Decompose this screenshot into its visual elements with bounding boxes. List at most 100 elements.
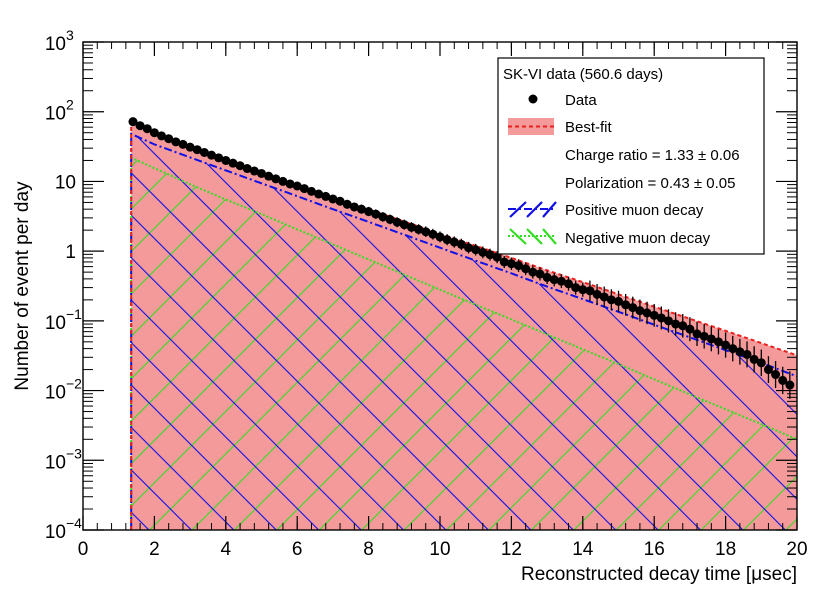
data-point bbox=[235, 161, 245, 171]
data-point bbox=[456, 239, 466, 249]
data-point bbox=[778, 375, 788, 385]
legend-entry-positive: Positive muon decay bbox=[565, 202, 704, 219]
data-point bbox=[763, 365, 773, 375]
data-point bbox=[663, 316, 673, 326]
data-point bbox=[771, 370, 781, 380]
plot-area bbox=[82, 41, 798, 531]
x-tick-label: 4 bbox=[221, 539, 232, 560]
x-axis: 0 2 4 6 8 10 12 14 16 18 20 Reconstructed decay ti… bbox=[78, 42, 808, 585]
y-tick-exponent: 2 bbox=[66, 97, 74, 113]
x-tick-label: 8 bbox=[363, 539, 374, 560]
data-point bbox=[742, 349, 752, 359]
x-tick-label: 0 bbox=[78, 539, 89, 560]
x-tick-label: 20 bbox=[786, 539, 807, 560]
data-point bbox=[257, 168, 266, 178]
data-point bbox=[556, 276, 566, 286]
legend-negative-swatch bbox=[508, 228, 557, 245]
data-point bbox=[564, 279, 574, 289]
x-tick-label: 12 bbox=[501, 539, 522, 560]
y-tick-exponent: −2 bbox=[66, 376, 82, 392]
data-point bbox=[414, 224, 424, 234]
data-point bbox=[299, 184, 309, 194]
legend-entry-negative: Negative muon decay bbox=[565, 230, 711, 247]
data-point bbox=[549, 275, 559, 285]
y-tick-exponent: −1 bbox=[66, 306, 82, 322]
x-tick-label: 18 bbox=[715, 539, 736, 560]
data-point bbox=[728, 344, 738, 354]
data-point bbox=[485, 250, 495, 260]
positive-muon-line bbox=[130, 132, 797, 530]
data-point bbox=[292, 181, 302, 191]
x-tick-label: 6 bbox=[292, 539, 303, 560]
data-point bbox=[471, 245, 481, 255]
data-point bbox=[157, 131, 167, 141]
data-point bbox=[585, 286, 595, 296]
data-point bbox=[399, 220, 409, 230]
data-point bbox=[578, 285, 588, 295]
data-point bbox=[499, 257, 509, 267]
data-point bbox=[449, 237, 459, 247]
legend-entry-polarization: Polarization = 0.43 ± 0.05 bbox=[565, 175, 735, 192]
data-point bbox=[506, 259, 516, 269]
data-point bbox=[385, 214, 395, 224]
x-tick-label: 14 bbox=[572, 539, 594, 560]
data-point bbox=[706, 334, 716, 344]
data-point bbox=[428, 229, 438, 239]
data-point bbox=[178, 139, 188, 149]
data-point bbox=[621, 300, 631, 310]
data-point bbox=[392, 217, 402, 227]
y-tick-label: 10 bbox=[45, 34, 66, 55]
data-point bbox=[713, 337, 723, 347]
data-point bbox=[785, 380, 795, 390]
data-point bbox=[571, 283, 581, 293]
data-point bbox=[756, 358, 766, 368]
data-point bbox=[364, 207, 374, 217]
data-point bbox=[649, 310, 659, 320]
data-point bbox=[535, 269, 545, 279]
y-axis-label: Number of event per day bbox=[12, 181, 33, 391]
data-point bbox=[164, 134, 174, 144]
data-point bbox=[406, 222, 416, 232]
data-point bbox=[321, 191, 331, 201]
data-point bbox=[721, 340, 731, 350]
data-point bbox=[699, 331, 709, 341]
legend-title: SK-VI data (560.6 days) bbox=[503, 66, 663, 83]
data-point bbox=[528, 267, 538, 277]
data-point bbox=[249, 166, 259, 176]
data-point bbox=[242, 164, 252, 174]
data-point bbox=[671, 319, 681, 329]
data-point bbox=[149, 128, 159, 138]
data-point bbox=[421, 227, 431, 237]
data-point bbox=[521, 264, 531, 274]
data-point bbox=[171, 137, 181, 147]
data-point bbox=[442, 235, 452, 245]
data-point bbox=[349, 202, 359, 212]
data-point bbox=[356, 204, 366, 214]
y-tick-label: 1 bbox=[65, 242, 76, 263]
data-point bbox=[735, 347, 745, 357]
x-axis-label: Reconstructed decay time [μsec] bbox=[521, 564, 797, 585]
data-point bbox=[371, 209, 381, 219]
data-point bbox=[264, 171, 274, 181]
y-tick-label: 10 bbox=[55, 172, 76, 193]
y-tick-exponent: −4 bbox=[66, 515, 82, 531]
positive-muon-hatch bbox=[131, 133, 797, 530]
data-point bbox=[642, 308, 652, 318]
y-tick-label: 10 bbox=[45, 104, 66, 125]
legend-entry-data: Data bbox=[565, 92, 597, 109]
legend-data-marker bbox=[528, 94, 538, 104]
x-tick-label: 10 bbox=[429, 539, 450, 560]
data-point bbox=[142, 124, 152, 134]
data-point bbox=[599, 292, 609, 302]
data-point bbox=[278, 176, 288, 186]
y-tick-exponent: 3 bbox=[66, 27, 74, 43]
y-tick-label: 10 bbox=[45, 313, 66, 334]
data-point bbox=[464, 243, 474, 253]
data-point bbox=[199, 147, 209, 157]
data-point bbox=[435, 232, 445, 242]
data-point bbox=[635, 306, 645, 316]
data-point bbox=[656, 313, 666, 323]
data-point bbox=[685, 324, 695, 334]
data-point bbox=[378, 212, 388, 222]
